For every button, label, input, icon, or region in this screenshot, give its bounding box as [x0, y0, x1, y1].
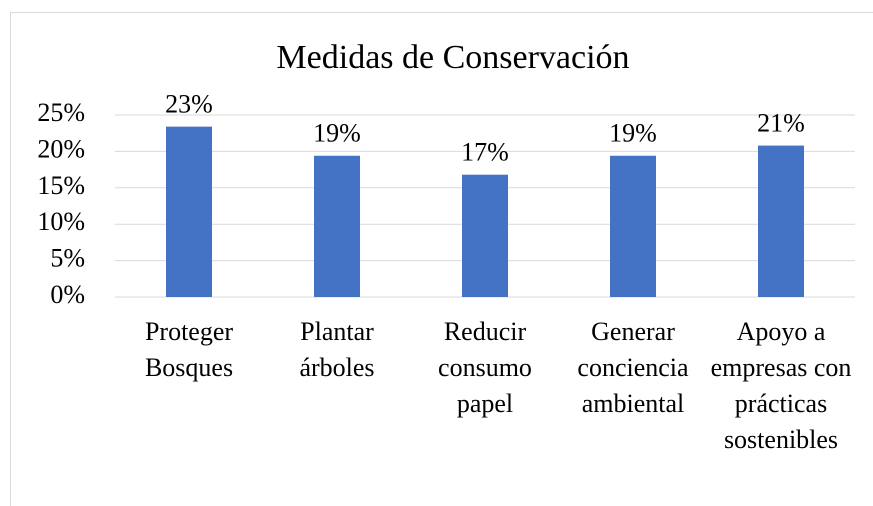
x-tick-label: Plantar árboles [299, 317, 375, 382]
bar [166, 126, 212, 297]
data-label: 23% [165, 90, 213, 119]
y-tick-label: 25% [37, 98, 85, 127]
data-label: 19% [609, 119, 657, 148]
y-tick-label: 5% [50, 244, 85, 273]
y-tick-label: 20% [37, 134, 85, 163]
bar [462, 174, 508, 297]
x-tick-label: Generar conciencia ambiental [577, 317, 689, 418]
data-label: 17% [461, 138, 509, 167]
x-tick-label: Apoyo a empresas con prácticas sostenibl… [710, 317, 852, 454]
data-label: 21% [757, 109, 805, 138]
data-label: 19% [313, 119, 361, 148]
bar [758, 145, 804, 297]
x-tick-label: Reducir consumo papel [438, 317, 532, 418]
y-tick-label: 0% [50, 280, 85, 309]
bar [610, 155, 656, 297]
y-tick-label: 10% [37, 207, 85, 236]
bar [314, 155, 360, 297]
y-tick-label: 15% [37, 171, 85, 200]
x-tick-label: Proteger Bosques [144, 317, 234, 382]
chart-frame [10, 12, 873, 506]
chart-title: Medidas de Conservación [276, 39, 629, 76]
